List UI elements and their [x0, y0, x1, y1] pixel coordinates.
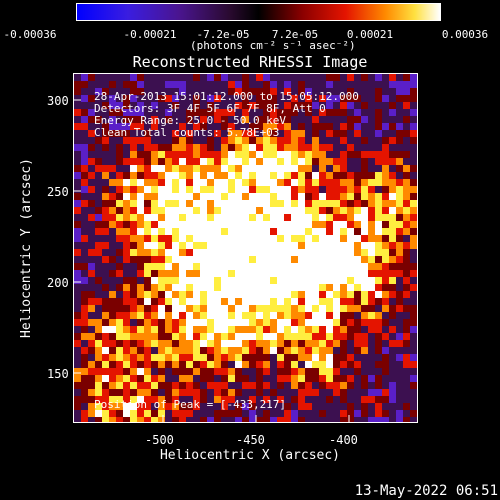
rhessi-heatmap	[74, 74, 417, 422]
colorbar-tick-label: -0.00021	[123, 28, 177, 41]
colorbar-tick-label: 7.2e-05	[271, 28, 319, 41]
y-tick-label: 150	[47, 367, 69, 381]
x-axis-label: Heliocentric X (arcsec)	[159, 448, 340, 463]
annotation-detectors: Detectors: 3F 4F 5F 6F 7F 8F, Att 0	[94, 102, 326, 115]
y-tick-label: 250	[47, 185, 69, 199]
x-tick-label: -400	[329, 433, 358, 447]
colorbar	[76, 3, 441, 21]
footer-date: 13-May-2022 06:51	[354, 483, 498, 499]
y-axis-label: Heliocentric Y (arcsec)	[19, 157, 34, 339]
plot-title: Reconstructed RHESSI Image	[132, 53, 368, 71]
colorbar-tick-label: 0.00021	[346, 28, 394, 41]
annotation-time-range: 28-Apr-2013 15:01:12.000 to 15:05:12.000	[94, 90, 359, 103]
y-tick-label: 200	[47, 276, 69, 290]
x-tick-label: -500	[145, 433, 174, 447]
colorbar-units: (photons cm⁻² s⁻¹ asec⁻²)	[190, 39, 356, 52]
annotation-clean: Clean Total counts: 5.78E+03	[94, 126, 280, 139]
colorbar-tick-label: 0.00036	[441, 28, 489, 41]
annotation-energy: Energy Range: 25.0 - 50.0 keV	[94, 114, 287, 127]
x-tick-label: -450	[236, 433, 265, 447]
colorbar-tick-label: -7.2e-05	[196, 28, 250, 41]
annotation-peak-position: Position of Peak = [-433,217]	[94, 398, 287, 411]
colorbar-tick-label: -0.00036	[3, 28, 57, 41]
y-tick-label: 300	[47, 94, 69, 108]
image-plot-area: 28-Apr-2013 15:01:12.000 to 15:05:12.000…	[73, 73, 418, 423]
